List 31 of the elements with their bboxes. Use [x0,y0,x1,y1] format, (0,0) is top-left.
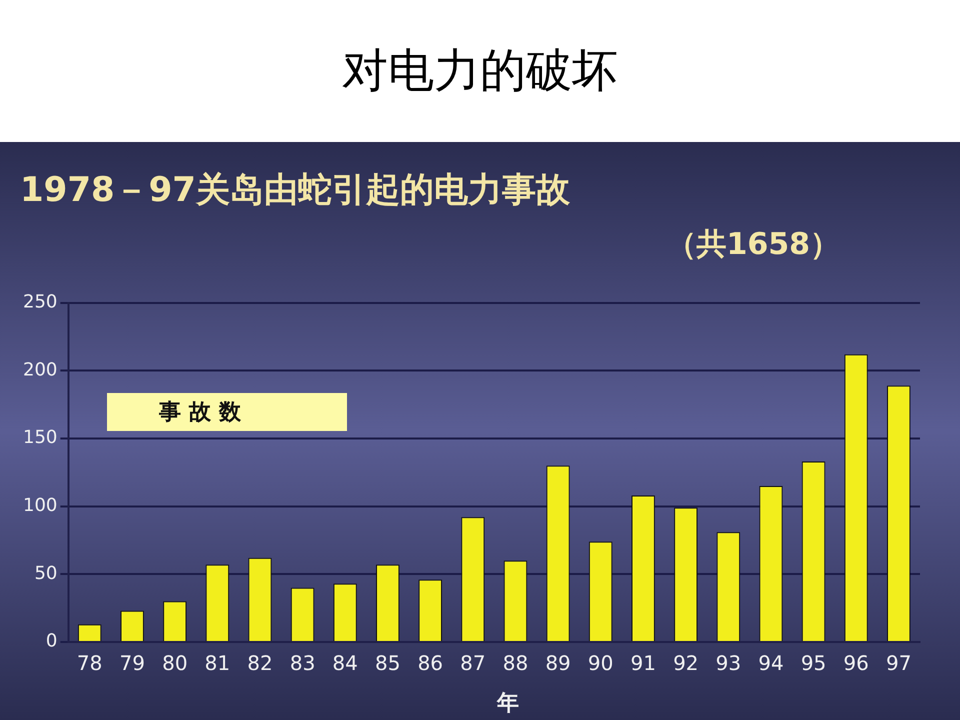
x-tick-label: 94 [758,651,784,676]
y-tick-label: 100 [22,494,58,516]
x-tick-label: 79 [120,651,145,676]
text: （共1658） [666,227,840,262]
x-tick-label: 95 [800,651,826,676]
x-axis-title: 年 [496,691,519,716]
x-tick-label: 92 [673,651,699,676]
x-tick-label: 88 [502,651,528,676]
chart-subtitle: 1978－97关岛由蛇引起的电力事故 [20,170,571,210]
x-tick-label: 89 [545,651,571,676]
x-tick-label: 86 [418,651,444,676]
x-tick-label: 90 [588,651,614,676]
legend-panel: 事故数 [107,393,347,431]
y-tick-label: 150 [22,427,58,448]
x-tick-label: 84 [332,651,358,676]
chart-title: 对电力的破坏 [341,42,619,99]
x-tick-label: 80 [162,651,188,676]
x-tick-label: 81 [204,651,230,676]
x-tick-label: 91 [630,651,656,676]
x-tick-label: 85 [374,651,400,676]
x-tick-label: 78 [76,651,102,676]
x-tick-label: 83 [290,651,316,676]
y-tick-label: 200 [22,359,58,380]
y-tick-label: 0 [46,630,58,652]
x-tick-label: 93 [716,651,742,676]
y-tick-label: 50 [34,562,58,584]
x-tick-label: 97 [886,651,912,676]
x-tick-label: 96 [843,651,869,676]
x-tick-label: 82 [247,651,273,676]
x-tick-label: 87 [460,651,486,676]
y-tick-label: 250 [22,291,58,312]
